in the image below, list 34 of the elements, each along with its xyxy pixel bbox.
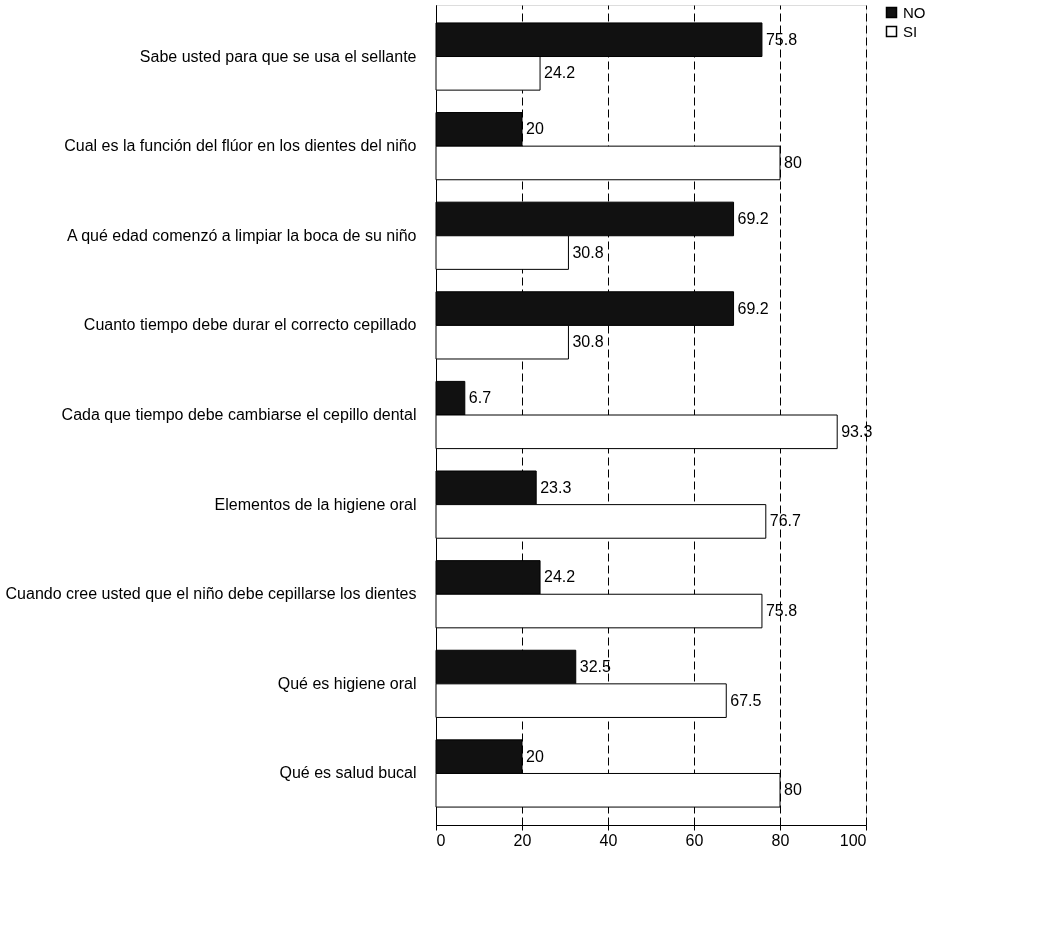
data-label: 93.3 (841, 422, 873, 440)
y-tick-label: A qué edad comenzó a limpiar la boca de su niño (66, 226, 417, 244)
y-tick-label: Sabe usted para que se usa el sellante (139, 47, 417, 65)
data-label: 24.2 (544, 568, 576, 586)
legend-label: SI (903, 22, 918, 40)
data-label: 80 (784, 153, 802, 171)
data-label: 80 (784, 781, 802, 799)
y-tick-label: Cual es la función del flúor en los dientes del niño (64, 137, 417, 155)
data-label: 20 (526, 747, 544, 765)
data-label: 75.8 (765, 602, 798, 620)
data-label: 30.8 (572, 243, 604, 261)
data-label: 32.5 (579, 658, 611, 676)
y-tick-label: Qué es higiene oral (277, 674, 417, 692)
data-label: 23.3 (540, 478, 572, 496)
y-tick-label: Cuanto tiempo debe durar el correcto cepillado (83, 316, 417, 334)
data-label: 69.2 (737, 299, 769, 317)
data-label: 6.7 (468, 389, 492, 407)
x-tick-label: 20 (513, 831, 532, 849)
y-tick-label: Elementos de la higiene oral (214, 495, 417, 513)
x-tick-label: 0 (436, 831, 446, 849)
x-tick-label: 80 (771, 831, 790, 849)
data-label: 75.8 (765, 30, 798, 48)
data-label: 69.2 (737, 209, 769, 227)
data-label: 24.2 (544, 64, 576, 82)
y-tick-label: Qué es salud bucal (279, 764, 417, 782)
data-label: 67.5 (730, 691, 762, 709)
x-tick-label: 100 (839, 831, 867, 849)
y-tick-label: Cada que tiempo debe cambiarse el cepillo dental (61, 406, 417, 423)
legend-label: NO (903, 3, 926, 21)
data-label: 20 (526, 120, 544, 138)
x-tick-label: 40 (599, 831, 618, 849)
data-label: 30.8 (572, 333, 604, 351)
x-tick-label: 60 (685, 831, 704, 849)
y-tick-label: Cuando cree usted que el niño debe cepillarse los dientes (5, 585, 417, 603)
